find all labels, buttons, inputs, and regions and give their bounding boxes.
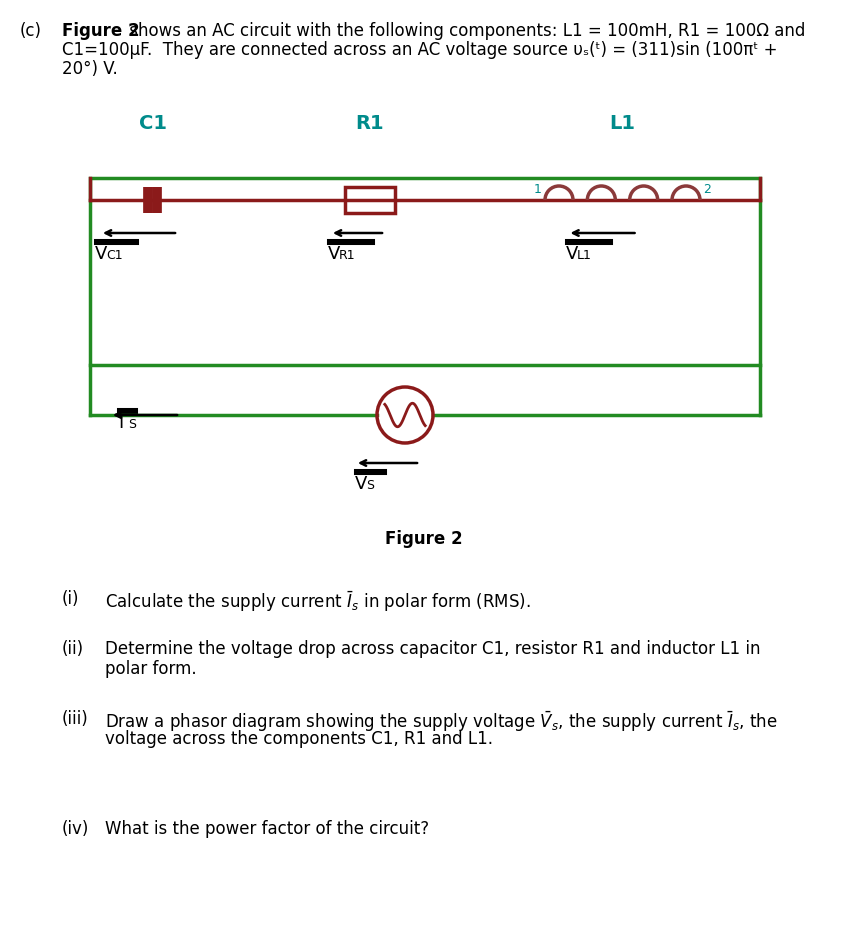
Text: Calculate the supply current $\bar{I}_s$ in polar form (RMS).: Calculate the supply current $\bar{I}_s$… [105, 590, 531, 615]
Text: L1: L1 [577, 249, 591, 262]
Text: R1: R1 [339, 249, 355, 262]
Text: I: I [118, 414, 123, 432]
Bar [345, 187, 395, 213]
Text: (iv): (iv) [62, 820, 89, 838]
Text: V: V [355, 475, 367, 493]
Text: voltage across the components C1, R1 and L1.: voltage across the components C1, R1 and… [105, 730, 493, 748]
Text: R1: R1 [355, 114, 384, 133]
Text: shows an AC circuit with the following components: L1 = 100mH, R1 = 100Ω and: shows an AC circuit with the following c… [124, 22, 806, 40]
Bar [90, 178, 760, 365]
Text: Determine the voltage drop across capacitor C1, resistor R1 and inductor L1 in: Determine the voltage drop across capaci… [105, 640, 761, 658]
Text: V: V [566, 245, 577, 263]
Text: Figure 2: Figure 2 [62, 22, 140, 40]
Text: Figure 2: Figure 2 [385, 530, 463, 548]
Text: (c): (c) [20, 22, 42, 40]
Text: (ii): (ii) [62, 640, 84, 658]
Text: S: S [366, 479, 374, 492]
Text: 20°) V.: 20°) V. [62, 60, 118, 78]
Text: L1: L1 [610, 114, 635, 133]
Text: 2: 2 [703, 183, 711, 196]
Text: Draw a phasor diagram showing the supply voltage $\bar{V}_s$, the supply current: Draw a phasor diagram showing the supply… [105, 710, 778, 734]
Text: 1: 1 [534, 183, 542, 196]
Text: (i): (i) [62, 590, 80, 608]
Text: (iii): (iii) [62, 710, 89, 728]
Text: polar form.: polar form. [105, 660, 197, 678]
Text: V: V [95, 245, 108, 263]
Text: C1: C1 [106, 249, 123, 262]
Text: S: S [128, 418, 136, 431]
Text: C1=100µF.  They are connected across an AC voltage source υₛ(ᵗ) = (311)sin (100π: C1=100µF. They are connected across an A… [62, 41, 778, 59]
Text: C1: C1 [138, 114, 166, 133]
Text: V: V [328, 245, 340, 263]
Text: What is the power factor of the circuit?: What is the power factor of the circuit? [105, 820, 429, 838]
